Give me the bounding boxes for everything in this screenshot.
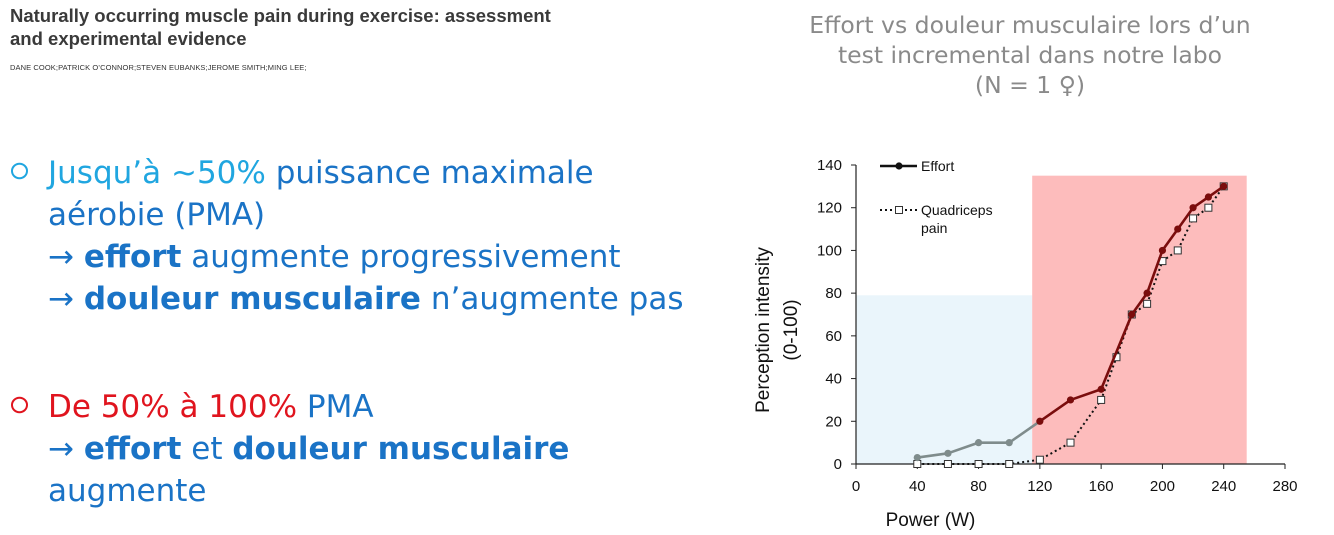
x-tick-label: 160 bbox=[1089, 478, 1114, 495]
series-effort-line bbox=[915, 452, 950, 459]
chart-title-line2: test incremental dans notre labo bbox=[837, 41, 1223, 69]
series-quadriceps-point bbox=[1173, 246, 1182, 255]
series-effort-line bbox=[1161, 227, 1180, 252]
x-tick-label: 280 bbox=[1272, 478, 1297, 495]
series-effort-point bbox=[1143, 289, 1151, 297]
series-quadriceps-point bbox=[974, 460, 983, 468]
y-tick-label: 0 bbox=[834, 456, 842, 473]
y-tick-label: 20 bbox=[825, 413, 842, 430]
x-tick-label: 40 bbox=[909, 478, 926, 495]
paper-title-line1: Naturally occurring muscle pain during e… bbox=[10, 5, 551, 26]
x-tick-label: 0 bbox=[852, 478, 860, 495]
series-quadriceps-point bbox=[1204, 203, 1213, 212]
series-quadriceps-point bbox=[1097, 395, 1106, 404]
bullet-2-line3: augmente bbox=[48, 473, 207, 509]
bullet-1-line3-rest: augmente progressivement bbox=[181, 239, 621, 275]
bullet-1-line1-rest: puissance maximale bbox=[265, 155, 594, 191]
bullet-2-effort: effort bbox=[83, 431, 182, 467]
series-quadriceps-point bbox=[1035, 455, 1044, 464]
chart-region-1 bbox=[856, 295, 1033, 464]
y-tick-label: 140 bbox=[817, 157, 842, 174]
y-tick-label: 120 bbox=[817, 200, 842, 217]
series-effort-point bbox=[1097, 385, 1105, 393]
bullet-2-douleur: douleur musculaire bbox=[232, 431, 570, 467]
legend-effort-marker bbox=[895, 162, 903, 170]
bullet-ring-icon bbox=[11, 162, 28, 180]
bullet-1-text: Jusqu’à ~50% puissance maximale aérobie … bbox=[48, 152, 683, 320]
series-quadriceps-point bbox=[1143, 299, 1152, 308]
series-effort-line bbox=[1130, 291, 1149, 316]
legend-quadriceps-label: pain bbox=[921, 220, 947, 236]
chart-title-line3: (N = 1 ♀) bbox=[974, 71, 1086, 99]
series-effort-line bbox=[946, 441, 980, 455]
bullet-2-line1-rest: PMA bbox=[297, 389, 374, 425]
bullet-1-lead: Jusqu’à ~50% bbox=[48, 155, 266, 191]
chart-title: Effort vs douleur musculaire lors d’un t… bbox=[770, 10, 1290, 100]
paper-title: Naturally occurring muscle pain during e… bbox=[10, 4, 630, 50]
series-quadriceps-point bbox=[943, 460, 952, 468]
bullet-2-line2-mid: et bbox=[181, 431, 233, 467]
arrow-icon: → bbox=[48, 431, 84, 467]
arrow-icon: → bbox=[48, 239, 84, 275]
series-effort-line bbox=[1069, 387, 1103, 402]
y-tick-label: 40 bbox=[825, 371, 842, 388]
legend-quadriceps-marker bbox=[895, 206, 903, 214]
bullet-2-text: De 50% à 100% PMA → effort et douleur mu… bbox=[48, 386, 569, 512]
y-tick-label: 60 bbox=[825, 328, 842, 345]
series-effort-line bbox=[1099, 313, 1134, 391]
legend-quadriceps-label: Quadriceps bbox=[921, 202, 993, 218]
bullet-1-effort: effort bbox=[83, 239, 182, 275]
series-effort-point bbox=[1128, 310, 1136, 319]
series-effort-point bbox=[1036, 417, 1044, 425]
legend-effort-label: Effort bbox=[921, 158, 954, 174]
paper-title-line2: and experimental evidence bbox=[10, 28, 247, 49]
series-effort-point bbox=[1189, 204, 1197, 212]
paper-authors: DANE COOK;PATRICK O’CONNOR;STEVEN EUBANK… bbox=[10, 63, 307, 72]
series-effort-point bbox=[1005, 439, 1013, 447]
series-effort-point bbox=[944, 449, 952, 457]
series-effort-point bbox=[1158, 246, 1167, 255]
y-axis-label: Perception intensity bbox=[753, 247, 774, 413]
bullet-1-douleur: douleur musculaire bbox=[83, 281, 421, 317]
chart-region-2 bbox=[1032, 175, 1247, 464]
series-effort-point bbox=[1204, 193, 1212, 201]
y-tick-label: 100 bbox=[817, 242, 842, 259]
series-effort-point bbox=[1174, 225, 1182, 233]
arrow-icon: → bbox=[48, 281, 84, 317]
series-effort-line bbox=[1007, 419, 1042, 444]
series-effort-point bbox=[974, 439, 983, 447]
bullet-ring-icon bbox=[11, 396, 28, 414]
series-quadriceps-point bbox=[913, 460, 922, 468]
x-tick-label: 200 bbox=[1150, 478, 1175, 495]
series-effort-line bbox=[1038, 398, 1072, 423]
series-effort-point bbox=[1066, 396, 1075, 404]
x-tick-label: 120 bbox=[1027, 478, 1052, 495]
x-tick-label: 240 bbox=[1211, 478, 1236, 495]
y-tick-label: 80 bbox=[825, 285, 842, 302]
x-axis-label: Power (W) bbox=[886, 510, 976, 531]
series-effort-line bbox=[1176, 206, 1195, 231]
series-effort-line bbox=[1145, 249, 1164, 295]
bullet-1-line4-rest: n’augmente pas bbox=[420, 281, 684, 317]
bullet-1-line2: aérobie (PMA) bbox=[48, 197, 266, 233]
series-quadriceps-point bbox=[1005, 460, 1014, 468]
series-quadriceps-point bbox=[1066, 438, 1075, 447]
series-effort-point bbox=[913, 453, 921, 462]
chart-title-line1: Effort vs douleur musculaire lors d’un bbox=[809, 11, 1251, 39]
x-tick-label: 80 bbox=[970, 478, 987, 495]
bullet-2-lead: De 50% à 100% bbox=[48, 389, 298, 425]
series-effort-point bbox=[1220, 182, 1228, 190]
series-quadriceps-point bbox=[1189, 214, 1198, 223]
y-axis-label: (0-100) bbox=[781, 299, 802, 360]
